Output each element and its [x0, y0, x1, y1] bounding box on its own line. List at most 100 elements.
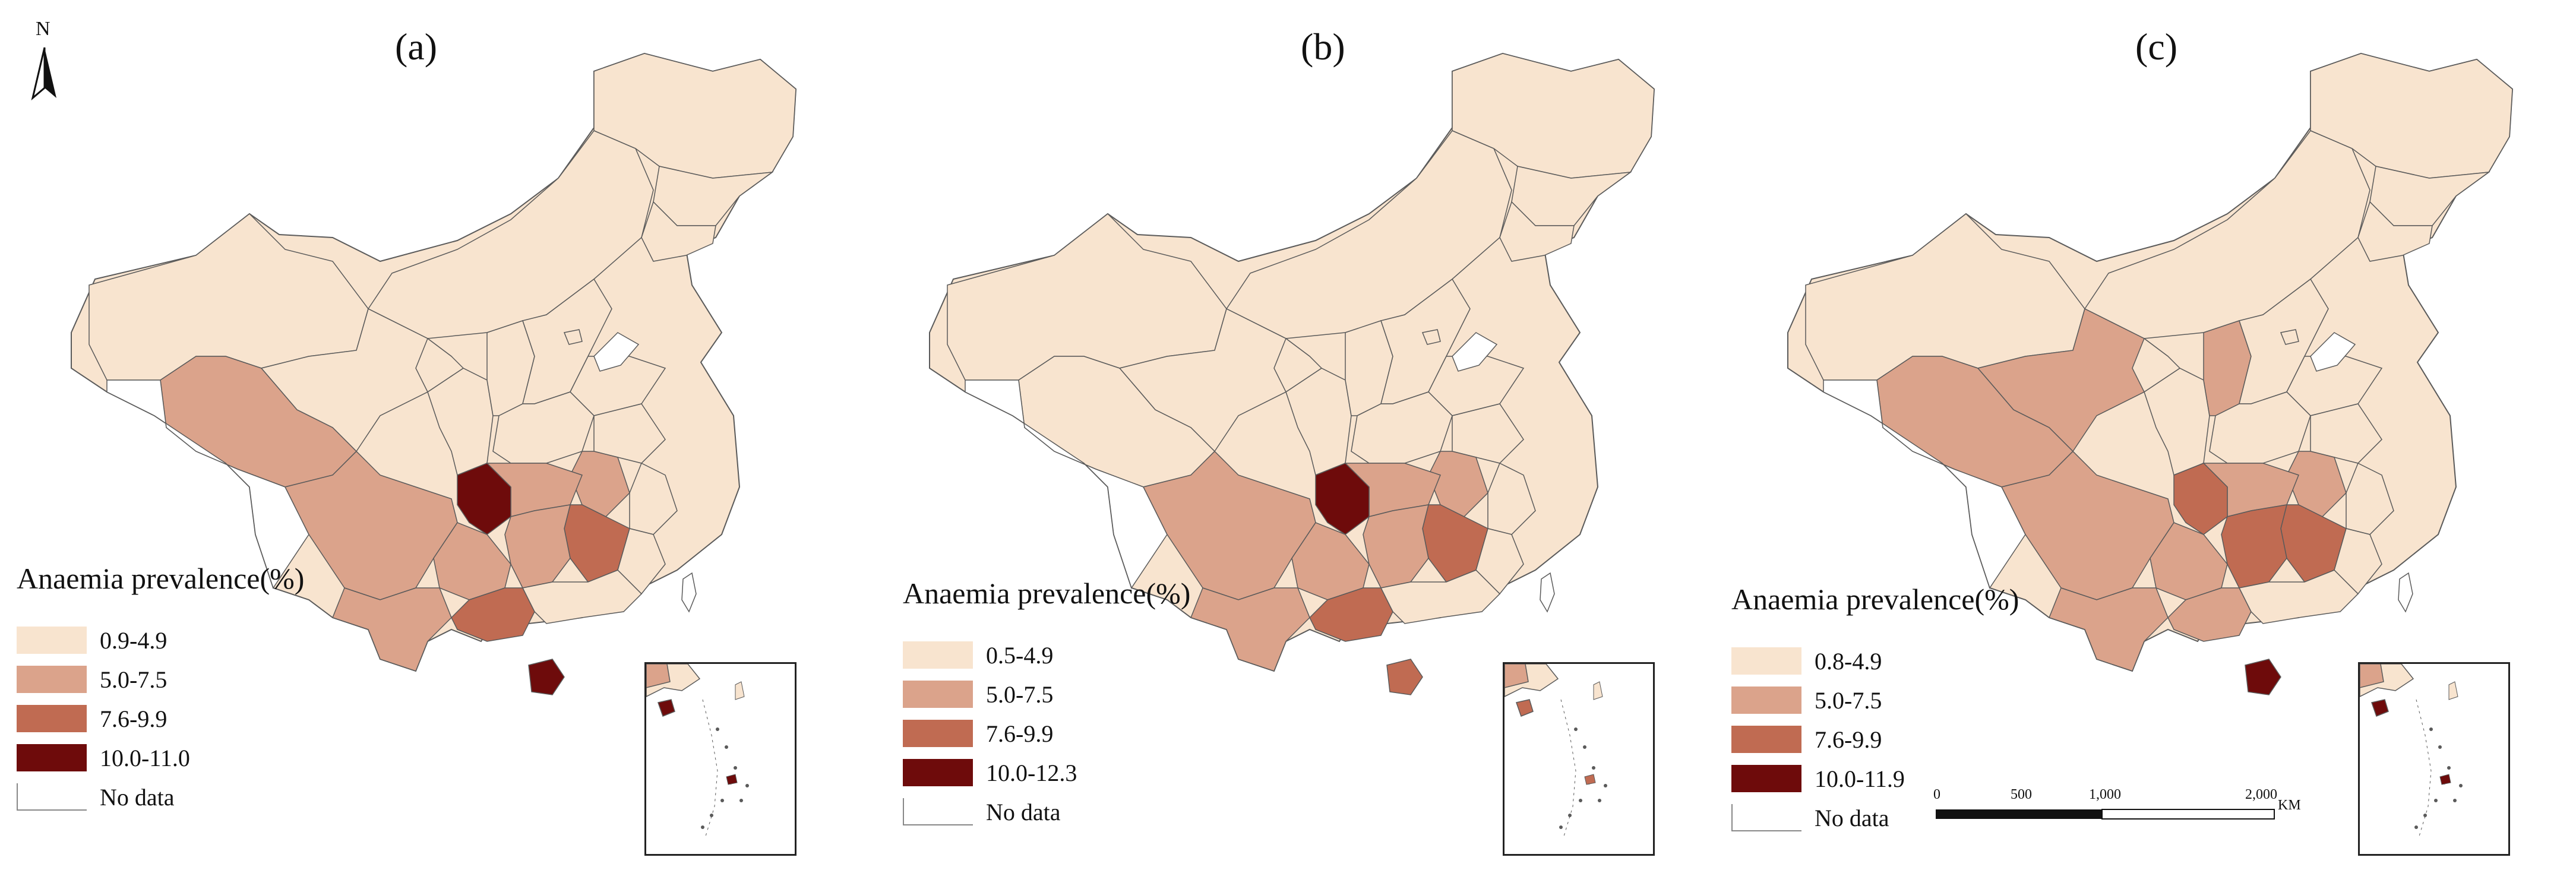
province-hainan: [528, 659, 565, 695]
inset-island: [1592, 766, 1595, 770]
legend-item: 0.8-4.9: [1731, 641, 2019, 681]
province-guangxi: [451, 587, 535, 642]
province-xizang: [106, 379, 309, 589]
legend-swatch: [903, 720, 973, 747]
scale-bar: 0 500 1,000 2,000 KM: [1933, 787, 2313, 834]
legend-item: 5.0-7.5: [903, 675, 1190, 714]
legend-label: 0.8-4.9: [1815, 647, 1882, 675]
inset-taiwan: [735, 681, 745, 700]
legend-item: 7.6-9.9: [17, 699, 304, 738]
legend-swatch: [17, 783, 87, 811]
legend-swatch: [1731, 765, 1801, 792]
legend-item: No data: [17, 777, 304, 817]
south-china-sea-inset-b: [1503, 662, 1655, 856]
legend-item: 5.0-7.5: [17, 660, 304, 699]
inset-island: [2423, 814, 2427, 817]
inset-island: [2414, 825, 2418, 829]
legend-swatch: [903, 798, 973, 825]
china-map-b: [929, 52, 1655, 695]
map-panel-a: (a) N Anaemia prevalence(%) 0.9-4.9 5.0-…: [0, 0, 858, 870]
legend-label: 0.5-4.9: [986, 641, 1054, 669]
inset-island: [2438, 745, 2442, 749]
inset-island: [2434, 799, 2438, 802]
inset-island: [745, 784, 749, 787]
province-fujian: [2334, 528, 2382, 595]
province-guizhou: [1291, 522, 1370, 600]
province-taiwan: [2398, 572, 2413, 613]
legend-a: Anaemia prevalence(%) 0.9-4.9 5.0-7.5 7.…: [17, 561, 304, 817]
legend-item: 7.6-9.9: [1731, 720, 2019, 759]
legend-label: 10.0-11.9: [1815, 765, 1905, 792]
province-fujian: [617, 528, 666, 595]
province-guangxi: [2167, 587, 2252, 642]
legend-title: Anaemia prevalence(%): [1731, 583, 2019, 616]
province-yunnan: [1190, 587, 1310, 672]
legend-item: 0.5-4.9: [903, 635, 1190, 675]
inset-island: [720, 799, 724, 802]
inset-island: [725, 745, 728, 749]
inset-island: [1574, 727, 1578, 731]
inset-island: [716, 727, 719, 731]
province-taiwan: [681, 572, 697, 613]
inset-island: [2429, 727, 2433, 731]
province-xizang: [1823, 379, 2026, 589]
legend-label: 0.9-4.9: [100, 627, 167, 654]
inset-island-highlight: [726, 774, 738, 785]
legend-swatch: [903, 641, 973, 669]
province-lake: [2310, 332, 2356, 372]
inset-island: [2453, 799, 2457, 802]
inset-island: [701, 825, 704, 829]
legend-label: 10.0-12.3: [986, 759, 1077, 786]
province-chongqing: [457, 463, 511, 535]
inset-island: [1583, 745, 1586, 749]
legend-swatch: [17, 744, 87, 771]
legend-swatch: [1731, 804, 1801, 831]
inset-boundary-line: [1560, 699, 1576, 837]
province-beijing: [563, 329, 583, 345]
legend-swatch: [903, 759, 973, 786]
inset-taiwan: [1593, 681, 1603, 700]
legend-item: 10.0-11.9: [1731, 759, 2019, 798]
legend-title: Anaemia prevalence(%): [903, 577, 1191, 610]
legend-label: 5.0-7.5: [100, 666, 167, 693]
legend-swatch: [17, 666, 87, 693]
legend-label: 10.0-11.0: [100, 744, 190, 771]
legend-label: 7.6-9.9: [1815, 726, 1882, 753]
inset-boundary-line: [2416, 699, 2432, 837]
province-liaoning: [1499, 201, 1575, 262]
legend-item: 10.0-11.0: [17, 738, 304, 777]
legend-label: 5.0-7.5: [1815, 686, 1882, 714]
inset-hainan: [1516, 699, 1534, 717]
province-liaoning: [641, 201, 716, 262]
province-ningxia: [415, 337, 464, 393]
province-hunan: [504, 504, 571, 589]
province-hunan: [2221, 504, 2288, 589]
legend-label: No data: [1815, 804, 1889, 831]
legend-swatch: [903, 681, 973, 708]
province-hainan: [1386, 659, 1423, 695]
province-henan: [2209, 391, 2311, 464]
inset-hainan: [2371, 699, 2389, 717]
legend-item: 7.6-9.9: [903, 714, 1190, 753]
north-label: N: [36, 18, 50, 40]
province-beijing: [1421, 329, 1441, 345]
south-china-sea-inset-a: [644, 662, 796, 856]
legend-item: 5.0-7.5: [1731, 681, 2019, 720]
province-taiwan: [1540, 572, 1555, 613]
legend-swatch: [1731, 647, 1801, 675]
inset-island: [2447, 766, 2451, 770]
legend-item: 0.9-4.9: [17, 621, 304, 660]
legend-item: 10.0-12.3: [903, 753, 1190, 792]
province-hainan: [2245, 659, 2281, 695]
map-panel-c: (c) Anaemia prevalence(%) 0.8-4.9 5.0-7.…: [1717, 0, 2575, 870]
inset-boundary-line: [702, 699, 718, 837]
inset-island: [2459, 784, 2463, 787]
legend-b: Anaemia prevalence(%) 0.5-4.9 5.0-7.5 7.…: [903, 576, 1190, 831]
province-heilongjiang: [593, 53, 796, 179]
scale-tick-label: 2,000: [2245, 787, 2277, 802]
panel-label-b: (b): [1301, 26, 1345, 68]
inset-island: [1598, 799, 1601, 802]
inset-island: [739, 799, 743, 802]
legend-swatch: [1731, 686, 1801, 714]
inset-island: [1579, 799, 1582, 802]
